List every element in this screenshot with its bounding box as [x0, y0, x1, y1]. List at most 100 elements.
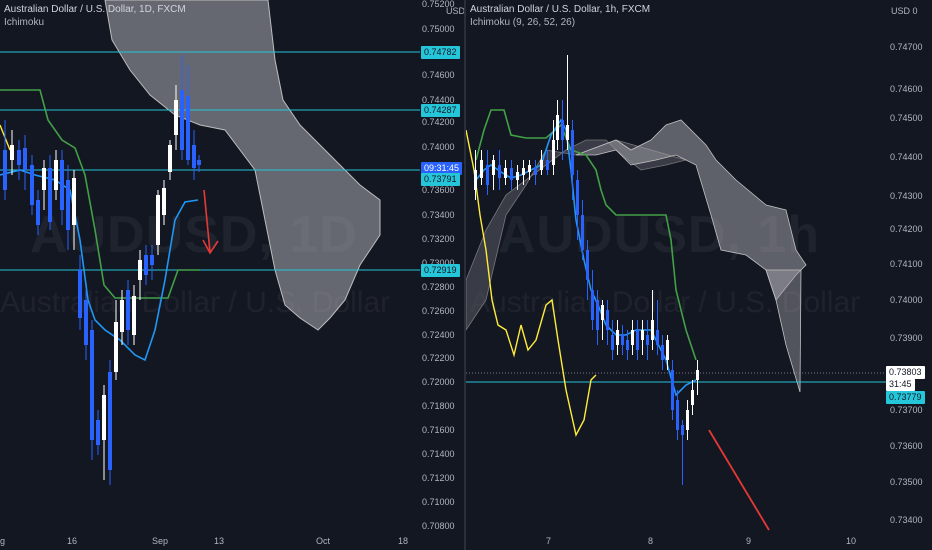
indicator-label[interactable]: Ichimoku — [4, 17, 45, 28]
candle-body — [528, 165, 531, 172]
chart-pane-daily[interactable]: AUDUSD, 1D Australian Dollar / U.S. Doll… — [0, 0, 464, 550]
price-axis-label: 0.74200 — [890, 224, 923, 234]
candle-body — [30, 165, 34, 205]
price-axis-label: 0.74500 — [890, 113, 923, 123]
last-price-tag: 0.73791 — [421, 173, 460, 186]
price-axis-label: 0.75200 — [422, 0, 455, 9]
price-axis-label: 0.73700 — [890, 405, 923, 415]
countdown-tag: 09:31:45 — [421, 162, 463, 175]
candle-body — [681, 425, 684, 435]
candle-body — [162, 188, 166, 215]
time-axis-label: Oct — [316, 536, 331, 546]
candle-body — [596, 300, 599, 330]
price-axis-label: 0.73000 — [422, 258, 455, 268]
daily-chart-canvas[interactable] — [0, 0, 464, 550]
price-axis-label: 0.73500 — [890, 477, 923, 487]
price-axis-label: 0.74200 — [422, 117, 455, 127]
candle-body — [601, 305, 604, 320]
price-axis-label: 0.74100 — [890, 259, 923, 269]
candle-body — [96, 420, 100, 445]
price-axis-label: 0.71000 — [422, 497, 455, 507]
time-axis-label: Sep — [152, 536, 169, 546]
candle-body — [666, 340, 669, 360]
price-axis-label: 0.74400 — [890, 152, 923, 162]
time-axis-label: 10 — [846, 536, 857, 546]
candle-body — [23, 148, 27, 170]
price-axis-label: 0.73900 — [890, 333, 923, 343]
candle-body — [156, 195, 160, 245]
candle-body — [54, 160, 58, 190]
candle-body — [656, 330, 659, 345]
candle-body — [651, 320, 654, 340]
candle-body — [566, 125, 569, 140]
chikou-line — [466, 129, 597, 437]
candle-body — [631, 330, 634, 345]
hourly-chart-canvas[interactable] — [466, 0, 932, 550]
level-price-tag[interactable]: 0.74287 — [421, 104, 460, 117]
time-axis-label: 13 — [214, 536, 225, 546]
candle-body — [10, 145, 14, 160]
level-price-tag[interactable]: 0.72919 — [421, 264, 460, 277]
candle-body — [696, 370, 699, 380]
candle-body — [66, 180, 70, 230]
price-axis-label: 0.75000 — [422, 24, 455, 34]
candle-body — [591, 290, 594, 320]
candle-body — [561, 120, 564, 140]
candle-body — [626, 340, 629, 350]
candle-body — [132, 296, 136, 335]
projection-line — [708, 429, 770, 531]
candle-body — [138, 260, 142, 280]
last-price-tag: 0.73803 — [886, 366, 925, 379]
chikou-line — [0, 124, 11, 151]
candle-body — [621, 335, 624, 345]
arrow-head — [202, 239, 219, 255]
candle-body — [174, 100, 178, 135]
candle-body — [192, 145, 196, 168]
candle-body — [686, 410, 689, 430]
price-axis-label: 0.74000 — [422, 142, 455, 152]
candle-body — [691, 390, 694, 405]
price-axis-label: 0.70800 — [422, 521, 455, 531]
price-axis-label: 0.72600 — [422, 306, 455, 316]
candle-body — [486, 165, 489, 185]
price-axis-label: 0.72400 — [422, 330, 455, 340]
price-axis-label: 0.73600 — [422, 185, 455, 195]
indicator-label[interactable]: Ichimoku (9, 26, 52, 26) — [470, 17, 576, 28]
candle-body — [636, 330, 639, 350]
candle-body — [17, 150, 21, 165]
candle-body — [510, 168, 513, 180]
candle-body — [144, 255, 148, 275]
candle-body — [671, 370, 674, 410]
price-axis-label: 0.72200 — [422, 353, 455, 363]
price-axis-label: 0.74400 — [422, 95, 455, 105]
price-axis-label: 0.73400 — [890, 515, 923, 525]
price-axis-label: 0.74700 — [890, 42, 923, 52]
ichimoku-cloud — [104, 0, 381, 331]
kijun-line — [475, 109, 697, 361]
candle-body — [168, 145, 172, 172]
candle-body — [90, 330, 94, 440]
chart-title: Australian Dollar / U.S. Dollar, 1D, FXC… — [4, 4, 186, 15]
candle-body — [102, 395, 106, 440]
kijun-line — [0, 89, 200, 299]
price-axis-label: 0.73400 — [422, 210, 455, 220]
candle-body — [150, 255, 154, 265]
candle-body — [126, 290, 130, 330]
candle-body — [616, 330, 619, 345]
candle-body — [114, 322, 118, 372]
pane-divider[interactable] — [464, 0, 466, 550]
level-price-tag[interactable]: 0.74782 — [421, 46, 460, 59]
candle-body — [556, 115, 559, 140]
candle-body — [504, 168, 507, 178]
chart-pane-hourly[interactable]: AUDUSD, 1h Australian Dollar / U.S. Doll… — [466, 0, 932, 550]
currency-label: USD — [446, 6, 464, 16]
price-axis-label: 0.74300 — [890, 191, 923, 201]
candle-body — [552, 140, 555, 165]
candle-body — [108, 372, 112, 470]
candle-body — [3, 150, 7, 190]
time-axis-label: 7 — [546, 536, 552, 546]
level-price-tag[interactable]: 0.73779 — [886, 391, 925, 404]
arrow-shaft — [203, 189, 211, 253]
candle-body — [474, 170, 477, 190]
candle-body — [498, 165, 501, 178]
